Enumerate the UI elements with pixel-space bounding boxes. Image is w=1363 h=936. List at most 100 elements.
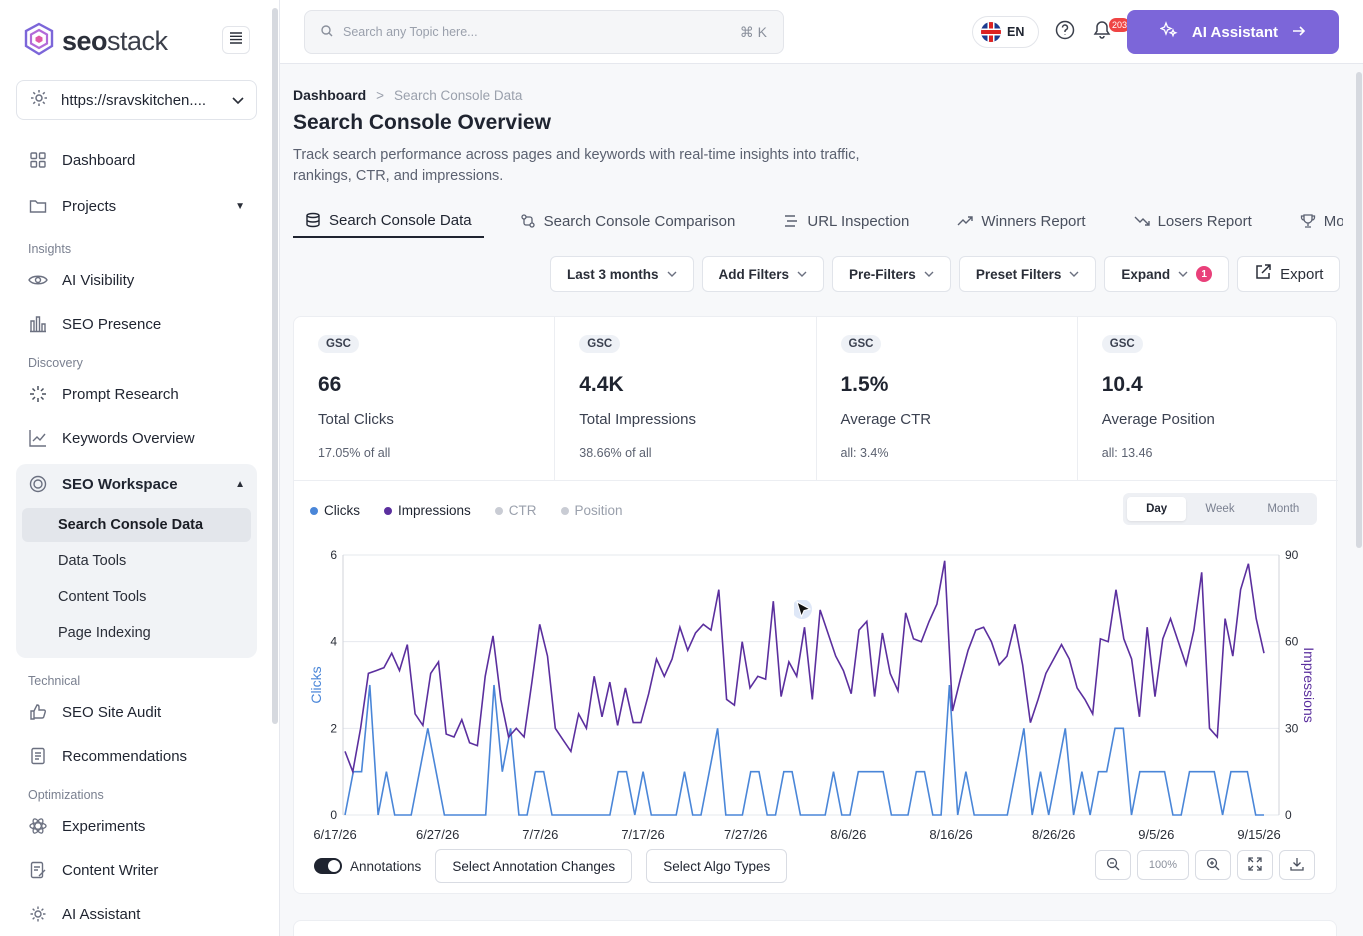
eye-icon [28, 270, 48, 290]
chevron-down-icon [797, 268, 807, 280]
breadcrumb-home-link[interactable]: Dashboard [293, 87, 367, 103]
sidebar-item-seo-workspace[interactable]: SEO Workspace ▲ [16, 466, 257, 502]
legend-item-position[interactable]: Position [560, 503, 623, 518]
tab-search-console-comparison[interactable]: Search Console Comparison [508, 204, 748, 238]
performance-chart[interactable]: 0 0 2 30 4 60 6 90 Clicks Impressions 6/17/26 6/27/… [294, 527, 1338, 847]
list-icon [783, 213, 799, 229]
y-right-tick-label: 30 [1285, 721, 1299, 735]
x-tick-label: 7/27/26 [724, 827, 767, 842]
workspace-group [16, 464, 257, 658]
select-annotation-changes-button[interactable]: Select Annotation Changes [435, 849, 633, 883]
legend-dot [494, 506, 503, 515]
preset-filters-dropdown[interactable]: Preset Filters [958, 256, 1097, 292]
cog-icon [28, 904, 48, 924]
legend-item-clicks[interactable]: Clicks [310, 503, 360, 518]
search-input[interactable]: Search any Topic here... ⌘ K [304, 10, 784, 54]
gsc-badge: GSC [840, 335, 882, 353]
sidebar-item-dashboard[interactable]: Dashboard [16, 142, 257, 178]
legend-item-ctr[interactable]: CTR [494, 503, 537, 518]
kpi-row: GSC 66 Total Clicks 17.05% of all GSC 4.… [294, 317, 1338, 481]
sidebar-subitem-search-console-data[interactable]: Search Console Data [22, 508, 251, 542]
expand-icon [1248, 856, 1262, 874]
download-button[interactable] [1279, 850, 1315, 880]
sidebar-item-label: SEO Presence [62, 315, 162, 333]
sidebar-item-seo-site-audit[interactable]: SEO Site Audit [16, 694, 257, 730]
legend-item-impressions[interactable]: Impressions [384, 503, 471, 518]
legend-label: CTR [508, 503, 537, 518]
annotations-toggle[interactable] [314, 858, 342, 874]
kpi-value: 4.4K [579, 373, 624, 396]
tab-search-console-data[interactable]: Search Console Data [293, 204, 484, 238]
date-range-dropdown[interactable]: Last 3 months [550, 256, 694, 292]
add-filters-dropdown[interactable]: Add Filters [701, 256, 825, 292]
zoom-level: 100% [1137, 850, 1189, 880]
expand-count-badge: 1 [1196, 266, 1213, 282]
overview-card: GSC 66 Total Clicks 17.05% of all GSC 4.… [293, 316, 1338, 894]
sidebar-item-label: Keywords Overview [62, 429, 195, 447]
sidebar-item-label: AI Assistant [62, 905, 141, 923]
sidebar-item-keywords-overview[interactable]: Keywords Overview [16, 420, 257, 456]
y-left-tick-label: 4 [330, 635, 337, 649]
select-algo-types-button[interactable]: Select Algo Types [646, 849, 788, 883]
sidebar-subitem-data-tools[interactable]: Data Tools [58, 553, 127, 569]
zoom-controls: 100% [1095, 850, 1315, 880]
notifications-button[interactable] [1090, 20, 1114, 44]
granularity-month[interactable]: Month [1267, 503, 1300, 515]
main-scrollbar[interactable] [1356, 72, 1362, 548]
tab-monthly-url-performance[interactable]: Monthly URL Perform [1288, 204, 1343, 238]
zoom-out-button[interactable] [1095, 850, 1131, 880]
export-button[interactable]: Export [1237, 256, 1341, 292]
ai-assistant-button[interactable]: AI Assistant [1127, 10, 1339, 54]
tab-winners-report[interactable]: Winners Report [945, 204, 1097, 238]
granularity-day[interactable]: Day [1127, 497, 1187, 521]
chevron-down-icon [924, 268, 934, 280]
sidebar-item-recommendations[interactable]: Recommendations [16, 738, 257, 774]
search-icon [321, 24, 333, 40]
sidebar-subitem-page-indexing[interactable]: Page Indexing [58, 625, 151, 641]
uk-flag-icon [981, 22, 1001, 42]
breadcrumb: Dashboard > Search Console Data [293, 87, 522, 103]
sidebar-item-ai-assistant[interactable]: AI Assistant [16, 896, 257, 932]
y-right-axis-title: Impressions [1301, 647, 1317, 722]
sidebar-item-prompt-research[interactable]: Prompt Research [16, 376, 257, 412]
gear-icon [29, 88, 49, 112]
x-tick-label: 8/6/26 [830, 827, 866, 842]
sidebar-scrollbar[interactable] [272, 8, 278, 724]
sidebar-item-projects[interactable]: Projects ▼ [16, 188, 257, 224]
chevron-down-icon [667, 268, 677, 280]
language-selector[interactable]: EN [972, 16, 1039, 48]
expand-dropdown[interactable]: Expand 1 [1104, 256, 1230, 292]
page-description: Track search performance across pages an… [293, 147, 860, 184]
kpi-subtext: all: 3.4% [840, 446, 889, 460]
kpi-average-position: GSC 10.4 Average Position all: 13.46 [1078, 317, 1338, 480]
notification-count-badge: 203 [1109, 18, 1131, 32]
pre-filters-dropdown[interactable]: Pre-Filters [832, 256, 951, 292]
zoom-in-button[interactable] [1195, 850, 1231, 880]
tab-losers-report[interactable]: Losers Report [1122, 204, 1264, 238]
kpi-value: 66 [318, 373, 342, 396]
legend-dot [384, 506, 392, 515]
sidebar-subitem-content-tools[interactable]: Content Tools [58, 589, 147, 605]
sidebar-item-experiments[interactable]: Experiments [16, 808, 257, 844]
sidebar: seostack https://sravskitchen.... Dashbo… [0, 0, 280, 936]
tab-label: Losers Report [1157, 212, 1252, 230]
site-selector[interactable]: https://sravskitchen.... [16, 80, 257, 120]
fullscreen-button[interactable] [1237, 850, 1273, 880]
sidebar-item-content-writer[interactable]: Content Writer [16, 852, 257, 888]
x-tick-label: 9/5/26 [1138, 827, 1174, 842]
logo[interactable]: seostack [24, 22, 168, 61]
granularity-week[interactable]: Week [1205, 503, 1235, 515]
sidebar-item-label: SEO Workspace [62, 475, 178, 493]
tab-url-inspection[interactable]: URL Inspection [771, 204, 921, 238]
kpi-value: 10.4 [1101, 373, 1143, 396]
section-label-technical: Technical [28, 674, 81, 688]
section-label-discovery: Discovery [28, 356, 83, 370]
zoom-in-icon [1206, 857, 1220, 874]
bar-chart-icon [28, 314, 48, 334]
search-placeholder: Search any Topic here... [343, 25, 478, 39]
help-button[interactable] [1053, 20, 1077, 44]
language-code: EN [1007, 25, 1025, 39]
sidebar-toggle-button[interactable] [222, 26, 250, 54]
sidebar-item-seo-presence[interactable]: SEO Presence [16, 306, 257, 342]
sidebar-item-ai-visibility[interactable]: AI Visibility [16, 262, 257, 298]
